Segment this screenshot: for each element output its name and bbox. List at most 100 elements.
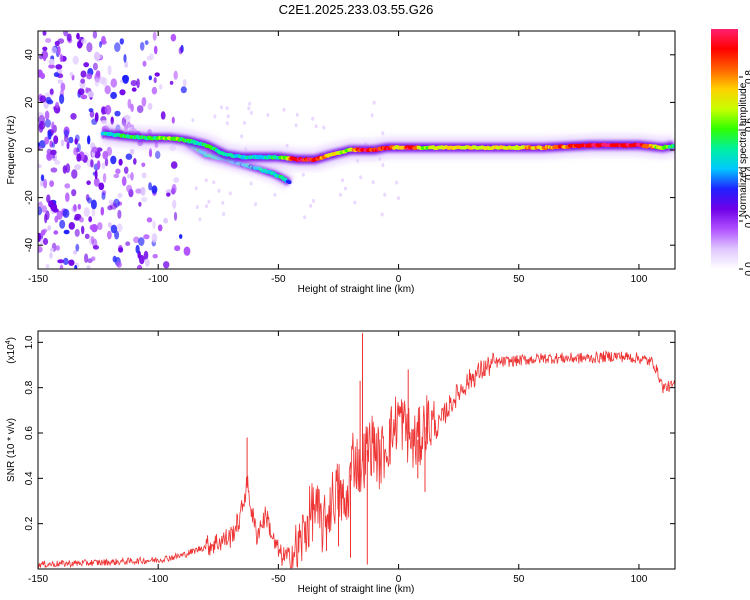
noise-blob [114, 110, 121, 117]
noise-blob [131, 87, 137, 92]
noise-blob [91, 146, 98, 153]
noise-blob [152, 254, 158, 259]
spectrogram-branch-point [287, 180, 292, 184]
noise-blob [41, 205, 47, 213]
noise-blob [130, 148, 135, 155]
noise-blob [38, 115, 46, 125]
noise-blob [166, 192, 171, 197]
noise-blob [66, 141, 70, 150]
noise-blob [127, 173, 131, 179]
noise-blob [153, 77, 157, 84]
noise-blob [213, 114, 217, 119]
noise-blob [77, 203, 82, 210]
noise-blob [47, 130, 52, 140]
noise-blob [48, 64, 55, 69]
noise-blob [116, 261, 122, 268]
noise-blob [96, 160, 101, 170]
noise-blob [83, 62, 90, 68]
noise-blob [42, 31, 47, 36]
noise-blob [136, 78, 140, 89]
noise-blob [42, 51, 47, 62]
colorbar-tick-label: 0.2 [744, 214, 750, 228]
noise-blob [148, 75, 152, 81]
snr-exponent-power: 4 [5, 340, 12, 344]
noise-blob [174, 245, 181, 252]
noise-blob [74, 138, 78, 145]
noise-blob [182, 79, 187, 87]
noise-blob [87, 197, 92, 204]
noise-blob [45, 264, 50, 269]
noise-blob [141, 97, 147, 107]
noise-blob [163, 261, 170, 269]
noise-blob [102, 150, 109, 160]
noise-blob [359, 175, 363, 180]
noise-blob [55, 245, 60, 251]
snr-ytick-label: 0.2 [24, 516, 35, 530]
noise-blob [80, 70, 87, 78]
noise-blob [93, 177, 100, 187]
noise-blob [123, 114, 131, 120]
snr-exponent-close: ) [6, 337, 17, 340]
noise-blob [52, 154, 56, 159]
noise-blob [338, 192, 342, 197]
noise-blob [282, 107, 286, 112]
noise-blob [122, 74, 129, 82]
noise-blob [173, 211, 178, 221]
noise-blob [191, 118, 195, 123]
noise-blob [104, 158, 109, 167]
noise-blob [46, 99, 54, 105]
noise-blob [55, 64, 63, 70]
noise-blob [91, 207, 96, 217]
noise-blob [143, 250, 149, 260]
noise-blob [247, 106, 251, 111]
noise-blob [221, 200, 225, 205]
noise-blob [77, 88, 85, 96]
snr-ytick-label: 1.0 [24, 335, 35, 349]
noise-blob [53, 72, 60, 78]
noise-blob [95, 70, 101, 77]
snr-ytick-label: 0.4 [24, 471, 35, 485]
noise-blob [148, 148, 153, 158]
noise-blob [217, 188, 221, 193]
noise-blob [155, 150, 161, 159]
noise-blob [151, 185, 158, 194]
noise-blob [59, 53, 64, 63]
spectrogram-ytick-label: 40 [24, 49, 35, 61]
noise-blob [84, 233, 90, 239]
noise-blob [63, 134, 69, 143]
spectrogram-xtick-label: -100 [148, 274, 168, 285]
noise-blob [118, 247, 124, 253]
noise-blob [43, 178, 48, 189]
noise-blob [273, 192, 277, 197]
noise-blob [40, 180, 44, 187]
noise-blob [153, 45, 158, 55]
noise-blob [160, 111, 166, 120]
noise-blob [53, 135, 59, 145]
noise-blob [74, 164, 81, 170]
noise-blob [44, 110, 50, 121]
noise-blob [159, 84, 163, 90]
noise-blob [56, 210, 63, 220]
noise-blob [98, 182, 105, 191]
noise-blob [110, 155, 117, 165]
noise-blob [94, 78, 100, 87]
noise-blob [110, 78, 118, 88]
noise-blob [104, 104, 112, 115]
spectrogram-ytick-label: 0 [24, 147, 35, 153]
noise-blob [204, 178, 208, 183]
noise-blob [146, 217, 153, 223]
noise-blob [55, 101, 60, 109]
noise-blob [381, 131, 385, 136]
noise-blob [40, 72, 46, 80]
noise-blob [92, 31, 98, 39]
noise-blob [47, 225, 51, 231]
noise-blob [81, 38, 87, 44]
noise-blob [39, 95, 46, 103]
noise-blob [72, 250, 78, 255]
spectrogram-ridge [100, 122, 675, 171]
noise-blob [65, 192, 70, 202]
noise-blob [240, 134, 244, 139]
noise-blob [371, 180, 375, 185]
noise-blob [49, 88, 54, 95]
